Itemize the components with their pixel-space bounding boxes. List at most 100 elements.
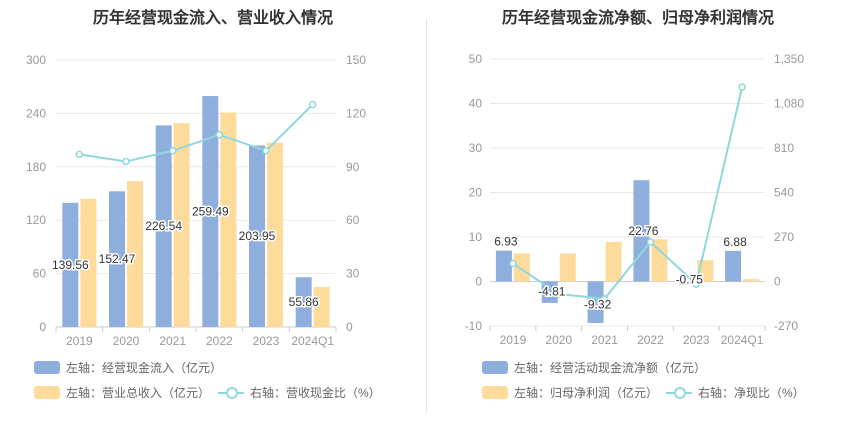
bar-right-series — [173, 123, 190, 327]
bar-data-label: 22.76 — [628, 224, 658, 238]
bar-data-label: -9.32 — [584, 297, 612, 311]
line-series — [512, 86, 744, 300]
legend-item-revenue[interactable]: 左轴：营业总收入（亿元） — [34, 384, 210, 401]
bar-left-series — [202, 96, 219, 328]
bar-left-series — [155, 125, 172, 328]
bar-right-series — [127, 181, 143, 327]
line-point — [168, 147, 177, 155]
bar-data-label: 6.88 — [723, 235, 747, 249]
bar-left-series — [495, 250, 512, 282]
panel-divider — [426, 18, 427, 413]
bar-data-label: -4.81 — [538, 284, 566, 298]
right-axis-tick-label: 0 — [346, 320, 353, 334]
bar-left-series — [109, 191, 125, 327]
bar-data-label: 139.56 — [52, 258, 89, 272]
legend-swatch — [482, 386, 508, 399]
x-axis-tick-label: 2022 — [206, 334, 233, 348]
line-series — [79, 103, 314, 163]
right-axis-tick-label: 270 — [774, 230, 794, 244]
chart-panel-net-cash: 历年经营现金流净额、归母净利润情况 -10 0 10 20 30 40 50 -270 0 270… — [426, 0, 850, 437]
left-axis-tick-label: 30 — [469, 141, 483, 155]
bar-data-label: 226.54 — [145, 219, 182, 233]
legend-swatch — [34, 361, 60, 374]
bar-left-series — [62, 202, 79, 327]
right-axis-tick-label: -270 — [774, 319, 798, 333]
legend-item-ratio[interactable]: 右轴：营收现金比（%） — [218, 384, 381, 401]
legend-label: 右轴：净现比（%） — [698, 386, 805, 400]
bar-data-label: 55.86 — [289, 295, 319, 309]
bar-right-series — [313, 286, 330, 327]
bar-left-series — [633, 180, 650, 282]
legend-item-cash-inflow[interactable]: 左轴：经营现金流入（亿元） — [34, 359, 222, 376]
bar-left-series — [295, 277, 312, 327]
x-axis-tick-label: 2023 — [253, 334, 280, 348]
right-axis-tick-label: 60 — [346, 213, 360, 227]
bar-right-series — [220, 112, 237, 327]
right-axis-tick-label: 120 — [346, 106, 366, 120]
x-axis-tick-label: 2020 — [113, 334, 140, 348]
line-point — [308, 100, 317, 109]
bar-data-label: 152.47 — [99, 252, 136, 266]
left-axis-tick-label: 300 — [26, 53, 46, 67]
bar-left-series — [587, 281, 604, 323]
x-axis-tick-label: 2021 — [591, 333, 618, 347]
line-point — [122, 157, 130, 166]
legend-label: 左轴：经营活动现金流净额（亿元） — [514, 361, 707, 375]
left-axis-tick-label: 50 — [469, 52, 483, 66]
line-point — [215, 131, 224, 139]
legend-swatch — [666, 386, 692, 399]
x-axis-tick-label: 2019 — [66, 334, 93, 348]
legend-swatch — [482, 361, 508, 374]
bar-right-series — [559, 253, 576, 282]
left-axis-tick-label: 10 — [469, 230, 483, 244]
chart-panel-cash-inflow: 历年经营现金流入、营业收入情况 0 60 120 180 240 300 0 30 60 90 12… — [26, 10, 381, 401]
chart-title: 历年经营现金流入、营业收入情况 — [92, 10, 333, 27]
line-point — [555, 290, 563, 298]
x-axis-tick-label: 2019 — [500, 333, 527, 347]
left-axis-tick-label: 40 — [469, 97, 483, 111]
x-axis-tick-label: 2024Q1 — [721, 333, 764, 347]
bar-data-label: 6.93 — [494, 235, 518, 249]
legend-item-net-profit[interactable]: 左轴：归母净利润（亿元） — [482, 384, 658, 401]
legend-item-net-cash[interactable]: 左轴：经营活动现金流净额（亿元） — [482, 359, 706, 376]
left-axis-tick-label: 120 — [26, 213, 46, 227]
legend-label: 左轴：经营现金流入（亿元） — [66, 361, 223, 375]
left-axis-tick-label: 240 — [26, 106, 46, 120]
right-axis-tick-label: 90 — [346, 160, 360, 174]
left-axis-tick-label: 60 — [33, 267, 47, 281]
bar-left-series — [725, 250, 742, 282]
legend-item-net-ratio[interactable]: 右轴：净现比（%） — [666, 384, 805, 401]
bar-left-series — [679, 281, 696, 285]
chart-svg: 0 60 120 180 240 300 0 30 60 90 120 150 2019 2020 2021… — [26, 53, 366, 348]
bar-right-series — [651, 239, 668, 282]
right-axis-tick-label: 0 — [774, 275, 781, 289]
bar-data-label: 259.49 — [192, 205, 229, 219]
x-axis-tick-label: 2024Q1 — [291, 334, 334, 348]
left-axis-tick-label: 20 — [469, 186, 483, 200]
bar-right-series — [605, 241, 622, 282]
x-axis-tick-label: 2023 — [683, 333, 710, 347]
line-point — [738, 83, 746, 91]
right-axis-tick-label: 150 — [346, 53, 366, 67]
line-point — [262, 147, 270, 155]
legend-label: 左轴：归母净利润（亿元） — [514, 386, 659, 400]
x-axis-tick-label: 2021 — [159, 334, 186, 348]
x-axis-tick-label: 2022 — [637, 333, 664, 347]
bar-right-series — [80, 198, 97, 327]
legend-label: 左轴：营业总收入（亿元） — [66, 386, 211, 400]
bar-data-label: 203.95 — [239, 229, 276, 243]
line-point — [75, 150, 84, 159]
bar-left-series — [541, 281, 558, 303]
left-axis-tick-label: 180 — [26, 160, 46, 174]
bar-right-series — [513, 253, 530, 282]
left-axis-tick-label: 0 — [475, 275, 482, 289]
left-axis-tick-label: -10 — [465, 319, 483, 333]
right-axis-tick-label: 1,080 — [774, 97, 804, 111]
left-axis-tick-label: 0 — [39, 320, 46, 334]
legend-swatch — [34, 386, 60, 399]
right-axis-tick-label: 30 — [346, 267, 360, 281]
legend-label: 右轴：营收现金比（%） — [250, 386, 381, 400]
legend-swatch — [218, 386, 244, 399]
chart-svg: -10 0 10 20 30 40 50 -270 0 270 540 810 1,080 1,350 20… — [465, 52, 805, 347]
chart-title: 历年经营现金流净额、归母净利润情况 — [501, 10, 774, 27]
